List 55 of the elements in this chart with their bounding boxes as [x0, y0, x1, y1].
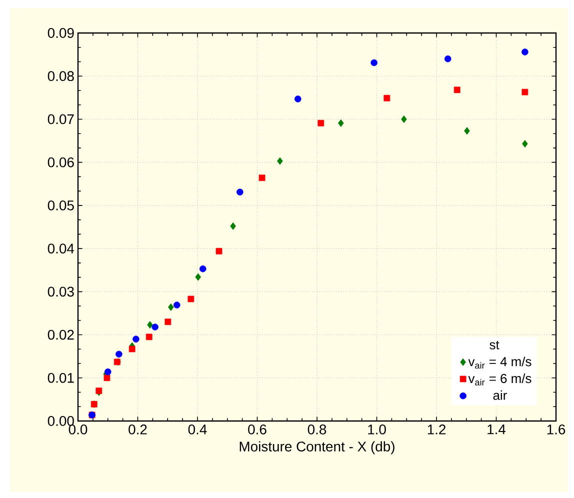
point — [199, 265, 206, 272]
point — [195, 273, 201, 281]
legend-label: v$_{air}$ = 4 m/s — [468, 356, 532, 369]
point — [236, 188, 244, 196]
point — [522, 88, 528, 96]
point — [522, 140, 528, 148]
y-tick-label: 0.02 — [48, 330, 74, 340]
x-tick-label: 0.8 — [308, 424, 326, 434]
point — [522, 48, 528, 56]
point — [146, 334, 152, 340]
legend-title: st — [490, 340, 500, 350]
point — [164, 318, 172, 326]
x-tick-label: 1.6 — [547, 424, 566, 434]
point — [128, 346, 136, 352]
point — [104, 368, 112, 376]
x-tick-label: 0.6 — [248, 424, 266, 434]
y-tick-label: 0.07 — [48, 114, 74, 124]
y-tick-label: 0.05 — [48, 200, 74, 210]
point — [294, 96, 302, 102]
point — [277, 157, 283, 165]
point — [454, 86, 460, 94]
x-tick-label: 0.2 — [128, 424, 147, 434]
point — [168, 303, 174, 311]
point — [104, 374, 110, 382]
point — [188, 296, 194, 302]
x-tick-label: 1.4 — [488, 424, 506, 434]
point — [464, 127, 470, 135]
y-tick-label: 0.06 — [48, 157, 74, 168]
y-tick-label: 0.01 — [48, 372, 74, 383]
point — [370, 59, 378, 66]
y-tick-label: 0.08 — [48, 71, 74, 82]
point — [216, 248, 222, 254]
point — [147, 321, 153, 329]
point — [338, 119, 344, 127]
point — [152, 324, 158, 330]
x-tick-label: 0.4 — [188, 424, 207, 434]
point — [401, 115, 407, 124]
point — [230, 222, 236, 230]
y-tick-label: 0.03 — [48, 286, 74, 297]
legend-label: v$_{air}$ = 6 m/s — [468, 374, 532, 386]
point — [174, 302, 180, 308]
point — [258, 174, 266, 182]
x-tick-label: 1.0 — [368, 424, 386, 434]
y-tick-label: 0.00 — [48, 416, 74, 426]
x-tick-label: 0.0 — [68, 424, 88, 434]
x-tick-label: 1.2 — [428, 424, 446, 434]
point — [132, 336, 140, 342]
point — [318, 120, 324, 126]
point — [444, 55, 452, 62]
point — [384, 94, 390, 102]
legend-label: air — [493, 390, 507, 400]
x-axis-title: Moisture Content - X (db) — [240, 441, 394, 454]
y-tick-label: 0.09 — [48, 28, 74, 38]
y-tick-label: 0.04 — [48, 244, 74, 254]
point — [116, 350, 122, 358]
